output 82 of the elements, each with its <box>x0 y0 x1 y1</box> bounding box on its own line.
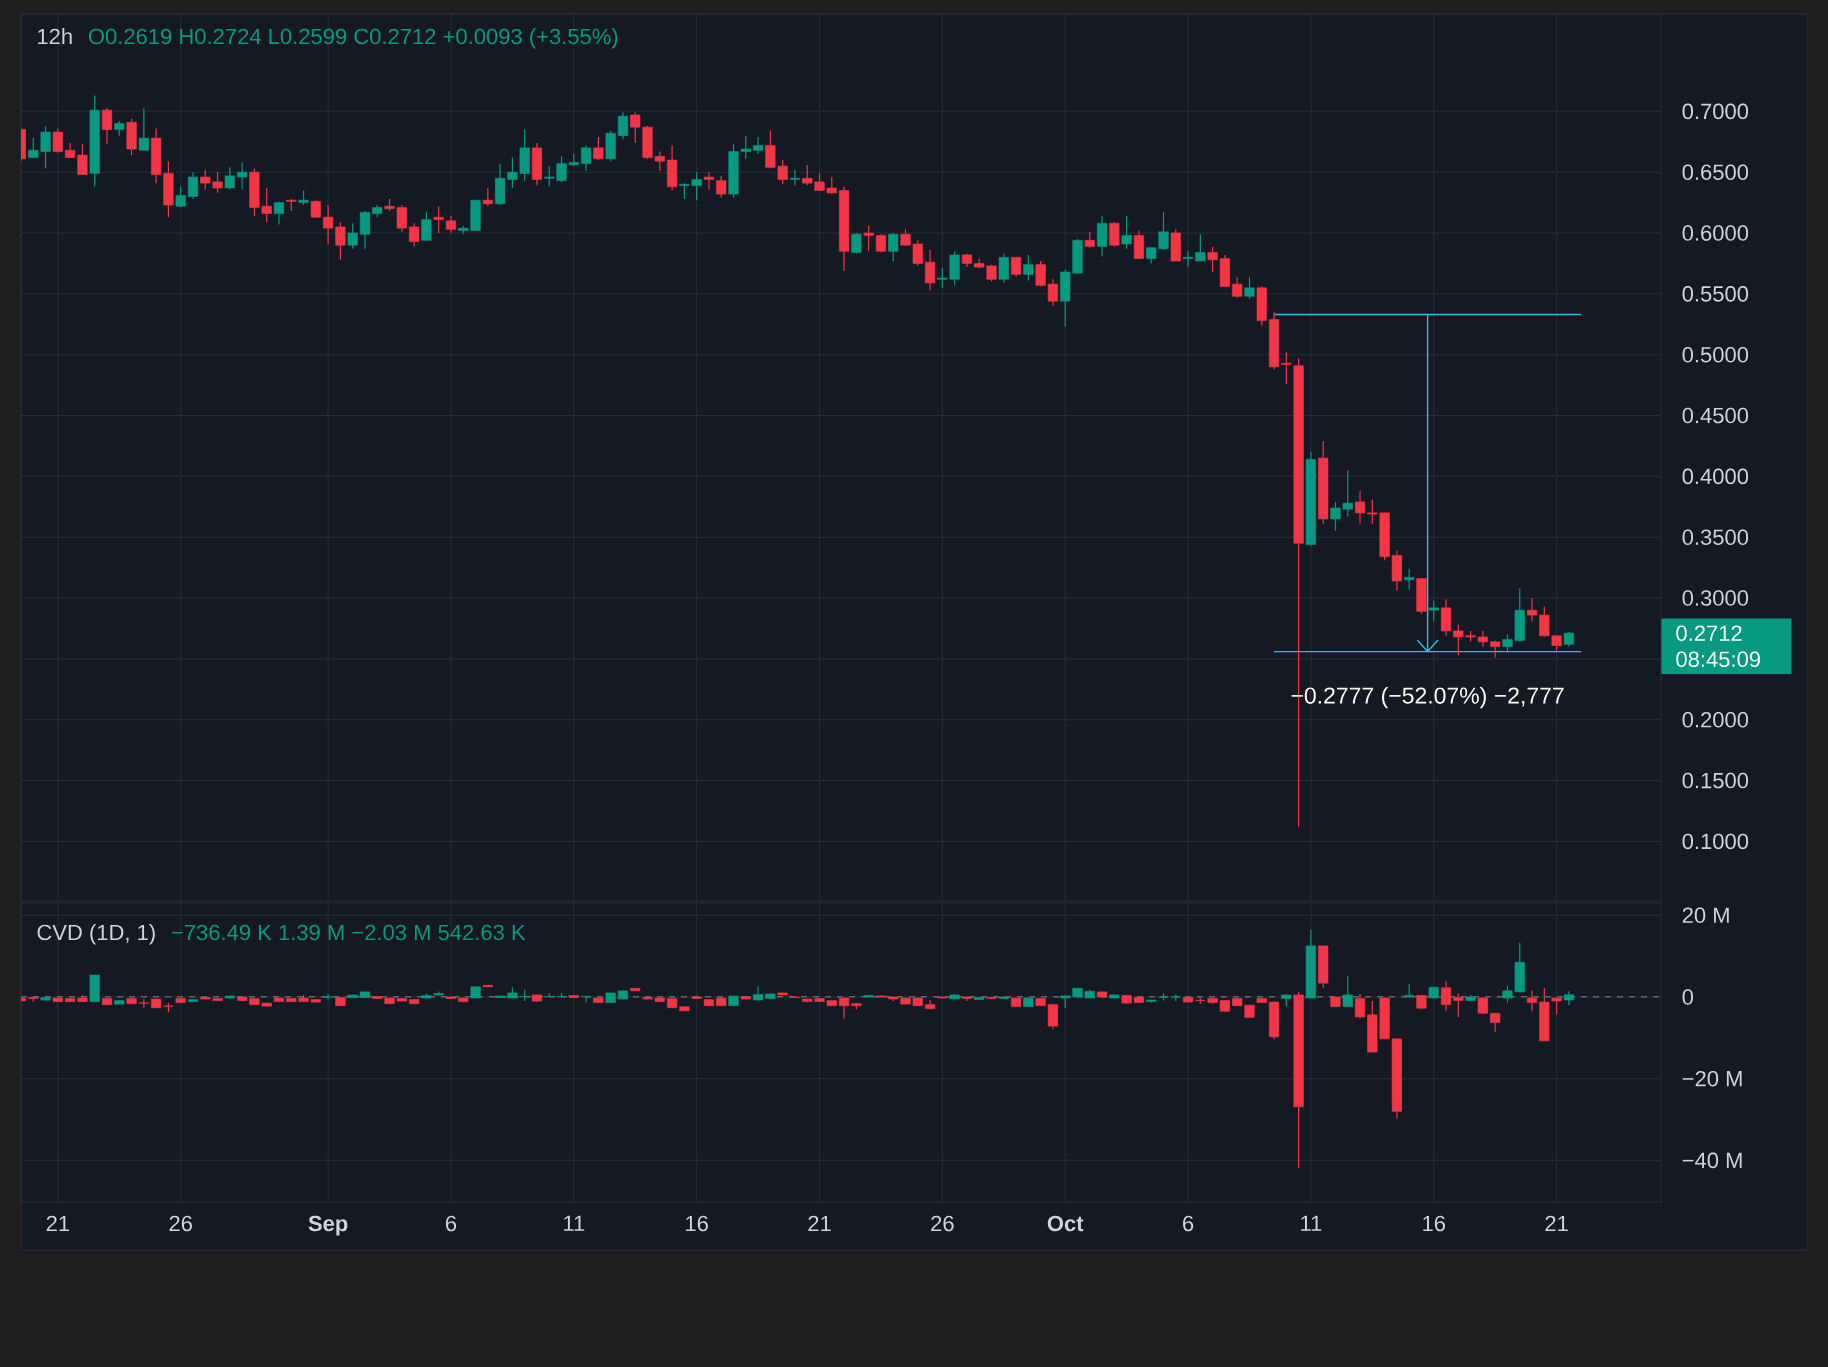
candlestick <box>1354 993 1366 1020</box>
x-tick-label: 6 <box>1183 1215 1194 1232</box>
candlestick <box>323 993 334 1001</box>
text: CVD (1D, 1) <box>37 924 155 945</box>
candlestick <box>1244 276 1255 300</box>
candlestick <box>581 144 592 172</box>
candlestick <box>1096 215 1108 257</box>
candlestick <box>998 253 1009 284</box>
candlestick <box>1023 254 1034 282</box>
candlestick <box>1281 351 1292 385</box>
text: −736.49 K 1.39 M −2.03 M 542.63 K <box>172 924 526 941</box>
candlestick <box>101 107 113 145</box>
y-tick-label: 0.4500 <box>1682 407 1749 424</box>
text: 12h <box>38 28 72 45</box>
y-tick-label: −20 M <box>1682 1070 1742 1087</box>
candlestick <box>1404 568 1415 591</box>
y-tick-label: −40 M <box>1682 1152 1742 1169</box>
candlestick <box>1342 975 1353 1008</box>
candlestick <box>581 995 592 1004</box>
candlestick <box>1109 221 1120 247</box>
y-tick-label: 0.5500 <box>1682 286 1749 302</box>
y-tick-label: 0.3500 <box>1682 529 1749 545</box>
candlestick <box>1453 992 1464 1018</box>
candlestick <box>924 249 936 291</box>
y-tick-label: 0.1500 <box>1682 772 1749 789</box>
candlestick <box>851 232 862 255</box>
x-tick-label: 21 <box>1545 1215 1568 1232</box>
candlestick <box>359 210 371 250</box>
candlestick <box>482 187 493 207</box>
candlestick <box>138 107 149 151</box>
candlestick <box>1440 980 1452 1012</box>
candlestick <box>1354 490 1366 525</box>
candlestick <box>409 222 420 247</box>
y-tick-label: 0.5000 <box>1682 346 1749 363</box>
candlestick <box>237 161 248 190</box>
candlestick <box>1490 1012 1501 1033</box>
candlestick <box>1133 229 1145 260</box>
x-tick-label: 11 <box>564 1215 585 1231</box>
y-tick-label: 0.7000 <box>1682 103 1749 120</box>
y-tick-label: 20 M <box>1682 907 1729 924</box>
x-tick-label: 21 <box>46 1215 70 1232</box>
y-tick-label: 0.6500 <box>1682 164 1749 180</box>
text: 0.2712 <box>1676 625 1742 642</box>
x-tick-label: Sep <box>308 1215 348 1236</box>
x-tick-label: 11 <box>1301 1215 1322 1231</box>
x-tick-label: 6 <box>445 1215 457 1232</box>
candlestick <box>433 205 444 234</box>
candlestick <box>703 171 715 190</box>
candlestick <box>1010 256 1022 278</box>
y-tick-label: 0 <box>1682 989 1694 1005</box>
candlestick <box>187 171 199 200</box>
candlestick <box>1440 598 1452 637</box>
candlestick <box>888 232 899 262</box>
candlestick <box>617 111 629 140</box>
x-tick-label: 26 <box>169 1215 192 1232</box>
candlestick <box>347 222 358 250</box>
y-tick-label: 0.3000 <box>1682 590 1749 606</box>
x-tick-label: 16 <box>1423 1215 1446 1232</box>
candlestick <box>52 127 63 154</box>
y-tick-label: 0.2000 <box>1682 711 1749 728</box>
x-tick-label: 26 <box>931 1215 954 1232</box>
candlestick <box>716 175 727 199</box>
x-tick-label: Oct <box>1047 1215 1084 1232</box>
candlestick <box>421 211 432 241</box>
y-tick-label: 0.4000 <box>1682 468 1749 485</box>
candlestick <box>593 136 604 161</box>
text: O0.2619 H0.2724 L0.2599 C0.2712 +0.0093 (+3.55%) <box>88 28 618 49</box>
candlestick <box>1526 597 1538 622</box>
candlestick <box>1195 233 1206 262</box>
x-tick-label: 16 <box>686 1215 708 1232</box>
candlestick <box>273 200 285 226</box>
candlestick <box>1121 215 1132 250</box>
y-tick-label: 0.1000 <box>1682 833 1749 850</box>
candlestick <box>789 169 801 187</box>
x-tick-label: 21 <box>808 1215 831 1232</box>
candlestick <box>1232 276 1243 299</box>
y-tick-label: 0.6000 <box>1682 225 1749 241</box>
candlestick <box>1428 599 1439 622</box>
candlestick <box>1182 250 1194 268</box>
text: 08:45:09 <box>1676 651 1761 668</box>
candlestick <box>752 136 764 155</box>
candlestick <box>1526 989 1538 1012</box>
